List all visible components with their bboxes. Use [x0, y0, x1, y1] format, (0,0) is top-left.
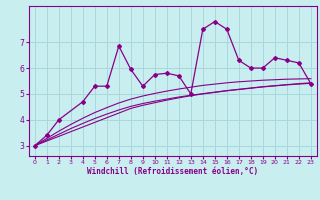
X-axis label: Windchill (Refroidissement éolien,°C): Windchill (Refroidissement éolien,°C) — [87, 167, 258, 176]
